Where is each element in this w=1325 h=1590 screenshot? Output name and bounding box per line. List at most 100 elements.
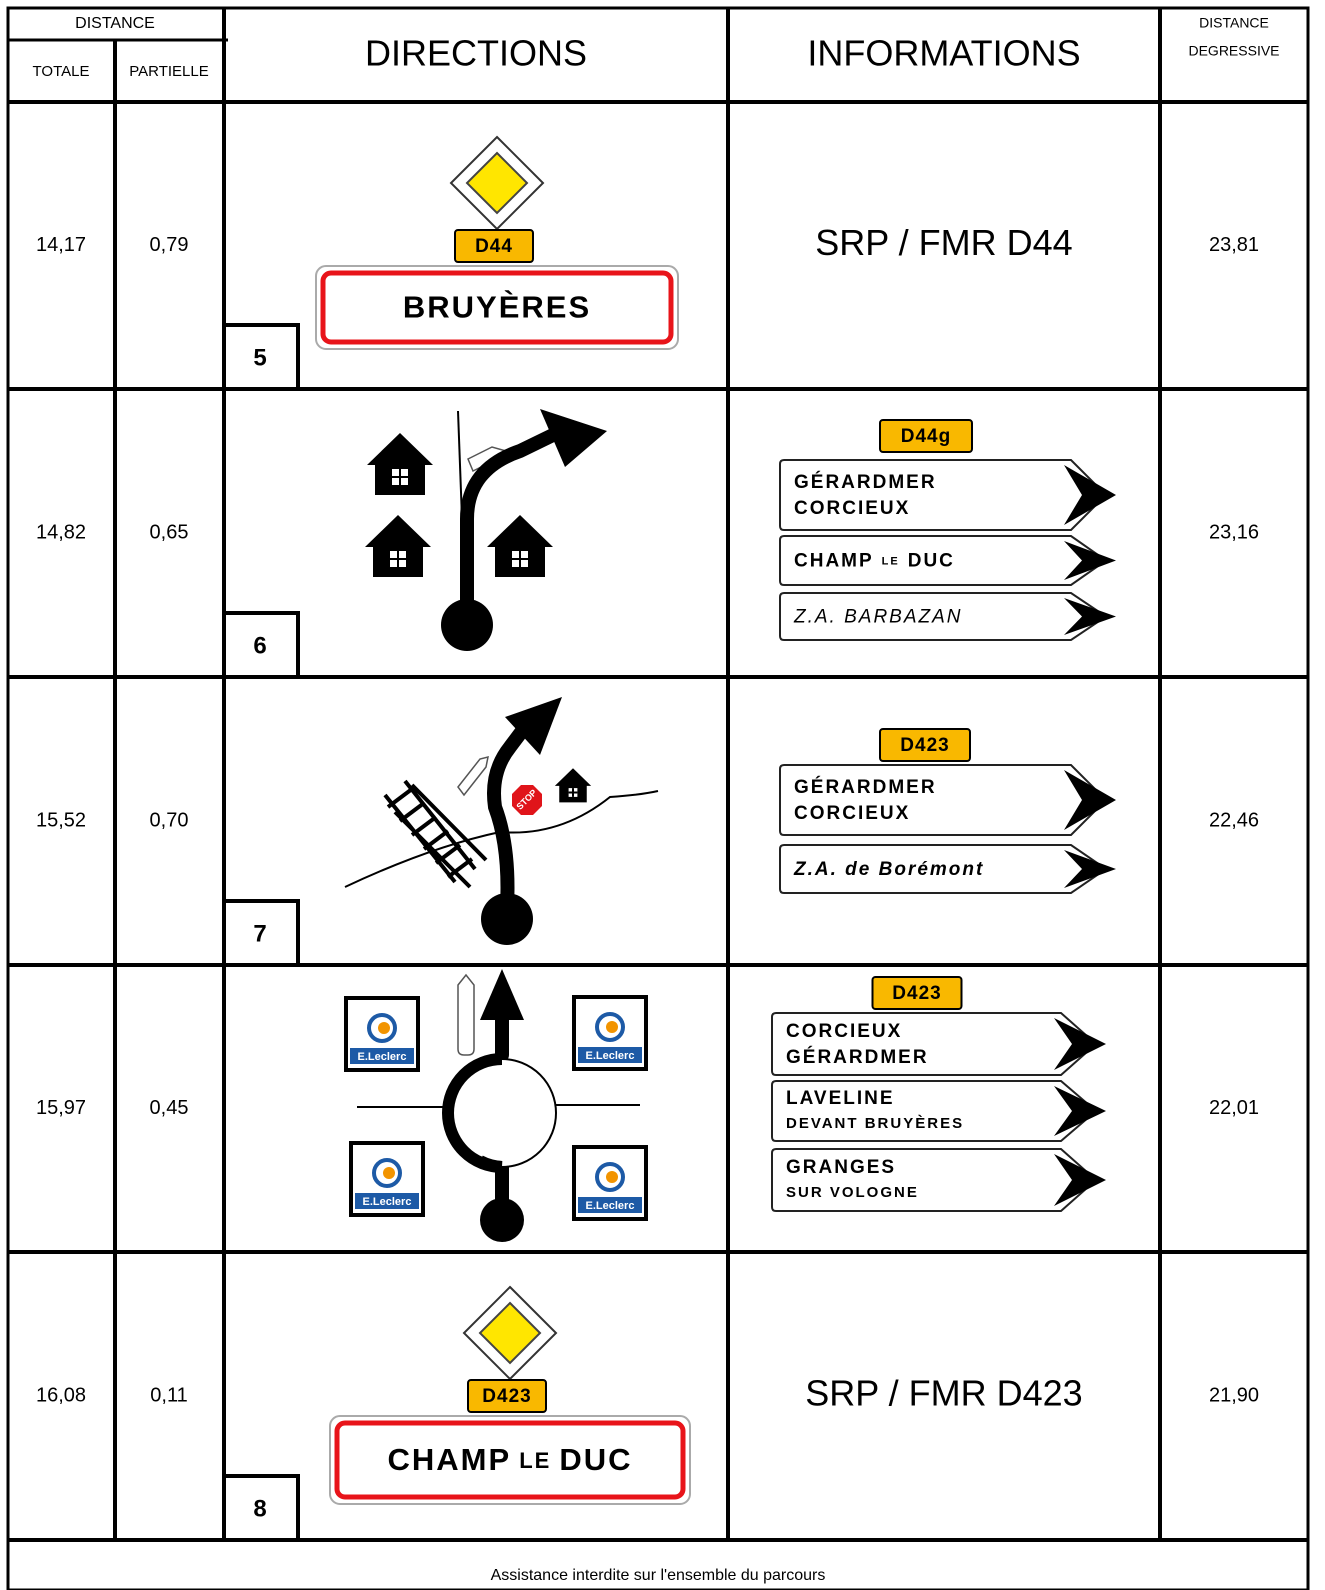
house-icon — [487, 515, 553, 577]
distance-degressive: 22,46 — [1209, 809, 1259, 831]
sign-text: LE — [882, 555, 900, 567]
sign-line: Z.A. BARBAZAN — [793, 607, 963, 628]
distance-partielle: 0,70 — [150, 809, 189, 831]
distance-totale: 14,17 — [36, 234, 86, 256]
step-number: 7 — [253, 920, 266, 947]
stop-sign — [512, 785, 542, 815]
step-box — [224, 611, 300, 677]
place-sign — [329, 1415, 691, 1505]
house-window-bar — [568, 788, 578, 797]
direction-sign — [779, 459, 1108, 531]
step-number: 8 — [253, 1495, 266, 1522]
distance-partielle: 0,11 — [150, 1384, 187, 1406]
direction-chevron — [1054, 1086, 1106, 1136]
place-name-part: DUC — [559, 1442, 632, 1477]
place-name-part: CHAMP — [388, 1442, 512, 1477]
distance-degressive: 23,16 — [1209, 521, 1259, 543]
distance-totale: 15,97 — [36, 1097, 86, 1119]
place-sign-border — [334, 1420, 686, 1500]
direction-chevron — [1064, 541, 1116, 580]
house-icon — [365, 515, 431, 577]
direction-chevron — [1064, 598, 1116, 635]
route-arrow — [505, 697, 562, 755]
priority-sign-center — [478, 1301, 542, 1365]
step-box — [224, 323, 300, 389]
step-box — [224, 899, 300, 965]
header-totale: TOTALE — [33, 63, 90, 80]
footer-note: Assistance interdite sur l'ensemble du p… — [491, 1567, 826, 1584]
sign-text: Z.A. de Borémont — [793, 859, 984, 880]
distance-degressive: 22,01 — [1209, 1097, 1259, 1119]
leclerc-dot — [606, 1021, 618, 1033]
sign-text: GÉRARDMER — [786, 1046, 929, 1068]
direction-sign-small — [457, 973, 475, 1056]
table-frame — [6, 6, 1310, 1590]
house-window-bar — [392, 469, 408, 485]
priority-sign-center — [465, 151, 529, 215]
route-arrow — [540, 409, 607, 467]
direction-sign — [771, 1080, 1098, 1142]
distance-totale: 15,52 — [36, 809, 86, 831]
sign-line: DEVANT BRUYÈRES — [786, 1115, 964, 1132]
leclerc-text: E.Leclerc — [586, 1200, 635, 1212]
sign-text: CHAMP — [794, 551, 874, 572]
road-tag — [879, 728, 971, 762]
distance-partielle: 0,65 — [150, 521, 189, 543]
leclerc-text: E.Leclerc — [363, 1196, 412, 1208]
road-number: D423 — [892, 983, 941, 1004]
direction-sign — [779, 535, 1108, 586]
house-window-bar — [390, 551, 406, 567]
distance-partielle: 0,79 — [150, 234, 189, 256]
direction-sign — [779, 764, 1108, 836]
direction-sign-small — [457, 755, 489, 797]
sign-text: SUR VOLOGNE — [786, 1184, 919, 1201]
direction-chevron — [1054, 1018, 1106, 1070]
sign-text: CORCIEUX — [794, 498, 910, 519]
place-name-part: BRUYÈRES — [403, 290, 591, 325]
sign-line: GRANGES — [786, 1157, 896, 1178]
header-degressive: DEGRESSIVE — [1188, 43, 1279, 59]
direction-sign — [779, 844, 1108, 894]
leclerc-dot — [606, 1171, 618, 1183]
road-number: D423 — [482, 1386, 531, 1407]
direction-chevron — [1064, 850, 1116, 888]
information: SRP / FMR D44 — [815, 222, 1072, 263]
rail — [383, 779, 488, 889]
information: SRP / FMR D423 — [805, 1373, 1082, 1414]
header-partielle: PARTIELLE — [129, 63, 208, 80]
road-number: D44g — [901, 426, 951, 447]
road-tag — [467, 1379, 547, 1413]
direction-chevron — [1064, 770, 1116, 830]
distance-totale: 16,08 — [36, 1384, 86, 1406]
sign-line: GÉRARDMER — [794, 471, 937, 493]
header-degressive: DISTANCE — [1199, 15, 1269, 31]
place-name: BRUYÈRES — [403, 290, 591, 325]
distance-totale: 14,82 — [36, 521, 86, 543]
sign-line: Z.A. de Borémont — [793, 859, 984, 880]
sign-text: LAVELINE — [786, 1088, 895, 1109]
distance-partielle: 0,45 — [150, 1097, 189, 1119]
road-number: D44 — [475, 236, 513, 257]
road-curve — [344, 790, 659, 888]
sign-line: GÉRARDMER — [786, 1046, 929, 1068]
sign-line: GÉRARDMER — [794, 776, 937, 798]
route-start — [480, 1198, 524, 1242]
header-distance: DISTANCE — [75, 15, 155, 32]
sign-line: SUR VOLOGNE — [786, 1184, 919, 1201]
leclerc-dot — [378, 1022, 390, 1034]
roundabout-route — [442, 1053, 503, 1173]
leclerc-dot — [383, 1167, 395, 1179]
route-arrow — [480, 969, 524, 1020]
header-informations: INFORMATIONS — [807, 33, 1080, 74]
direction-sign — [771, 1148, 1098, 1212]
road-tag — [454, 229, 534, 263]
place-name: CHAMP LE DUC — [388, 1442, 633, 1477]
leclerc-band — [355, 1193, 419, 1209]
step-number: 6 — [253, 632, 266, 659]
house-window-bar — [512, 551, 528, 567]
leclerc-band — [578, 1197, 642, 1213]
route-line — [487, 720, 532, 914]
